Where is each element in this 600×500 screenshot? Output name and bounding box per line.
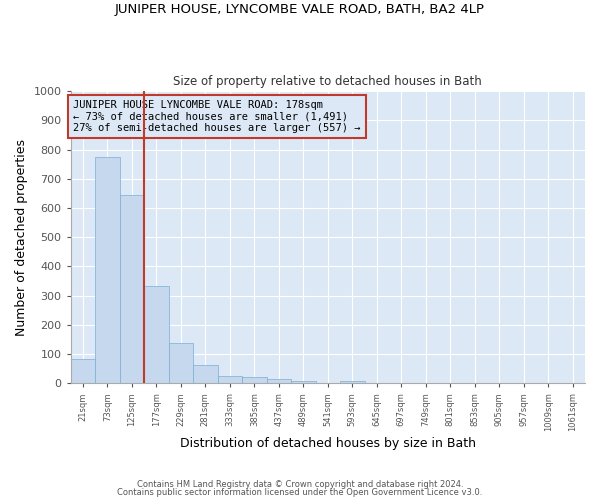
Bar	[291, 381, 316, 384]
Bar	[95, 157, 119, 384]
Bar	[193, 366, 218, 384]
Bar	[119, 195, 144, 384]
Text: JUNIPER HOUSE LYNCOMBE VALE ROAD: 178sqm
← 73% of detached houses are smaller (1: JUNIPER HOUSE LYNCOMBE VALE ROAD: 178sqm…	[73, 100, 361, 133]
Bar	[340, 381, 365, 384]
Bar	[169, 344, 193, 384]
Text: Contains public sector information licensed under the Open Government Licence v3: Contains public sector information licen…	[118, 488, 482, 497]
Bar	[242, 377, 266, 384]
Title: Size of property relative to detached houses in Bath: Size of property relative to detached ho…	[173, 76, 482, 88]
Bar	[218, 376, 242, 384]
X-axis label: Distribution of detached houses by size in Bath: Distribution of detached houses by size …	[180, 437, 476, 450]
Text: Contains HM Land Registry data © Crown copyright and database right 2024.: Contains HM Land Registry data © Crown c…	[137, 480, 463, 489]
Bar	[266, 380, 291, 384]
Bar	[144, 286, 169, 384]
Y-axis label: Number of detached properties: Number of detached properties	[15, 138, 28, 336]
Text: JUNIPER HOUSE, LYNCOMBE VALE ROAD, BATH, BA2 4LP: JUNIPER HOUSE, LYNCOMBE VALE ROAD, BATH,…	[115, 2, 485, 16]
Bar	[71, 359, 95, 384]
